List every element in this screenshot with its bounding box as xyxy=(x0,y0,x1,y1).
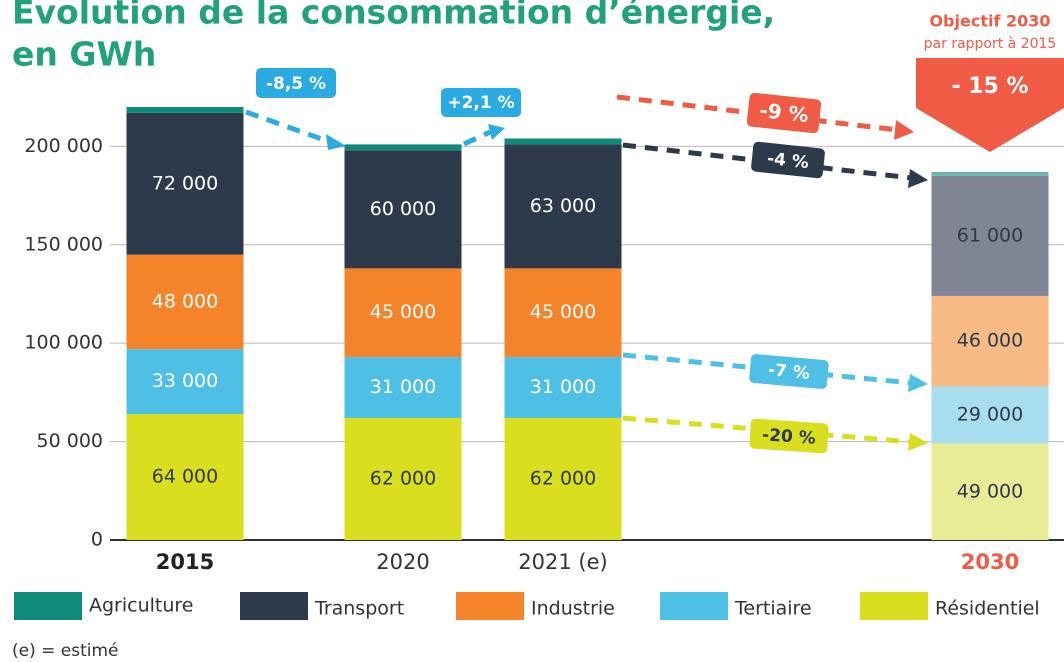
legend-swatch xyxy=(660,592,728,620)
target-value: - 15 % xyxy=(951,74,1028,99)
arrow-head xyxy=(908,433,928,451)
legend: Agriculture Transport Industrie Tertiaire Ré… xyxy=(14,592,1040,620)
bar-segment xyxy=(126,254,244,350)
arrow-head xyxy=(326,134,346,150)
footnote: (e) = estimé xyxy=(12,641,119,661)
legend-label: Résidentiel xyxy=(935,598,1040,620)
bar-segment xyxy=(504,138,622,145)
y-tick-label: 150 000 xyxy=(24,233,103,255)
bar-segment xyxy=(931,171,1049,176)
x-tick-label: 2030 xyxy=(961,550,1019,574)
value-label: 72 000 xyxy=(152,172,218,194)
badge xyxy=(749,354,829,389)
legend-label: Industrie xyxy=(531,598,615,620)
bar-segment xyxy=(504,144,622,269)
legend-swatch xyxy=(240,592,308,620)
legend-label: Transport xyxy=(314,598,404,620)
chart-title: Évolution de la consommation d’énergie, xyxy=(12,0,775,32)
annotation: -8,5 % xyxy=(266,74,326,94)
annotation: -7 % xyxy=(767,360,810,384)
value-label: 62 000 xyxy=(530,467,596,489)
value-label: 63 000 xyxy=(530,195,596,217)
y-tick-label: 200 000 xyxy=(24,135,103,157)
x-tick-label: 2021 (e) xyxy=(518,550,607,574)
bar-segment xyxy=(344,417,462,540)
value-label: 31 000 xyxy=(530,376,596,398)
bar-segment xyxy=(504,268,622,357)
badge xyxy=(441,88,521,117)
arrow xyxy=(245,109,331,145)
bar-segment xyxy=(931,386,1049,444)
y-tick-label: 100 000 xyxy=(24,332,103,354)
arrow xyxy=(622,142,913,181)
arrow xyxy=(622,352,913,386)
legend-swatch xyxy=(456,592,524,620)
legend-swatch xyxy=(860,592,928,620)
bar-segment xyxy=(931,295,1049,387)
legend-swatch xyxy=(14,592,82,620)
annotation: -4 % xyxy=(766,149,810,173)
value-label: 61 000 xyxy=(957,224,1023,246)
bar-segment xyxy=(344,150,462,269)
value-label: 62 000 xyxy=(370,467,436,489)
bar-segment xyxy=(126,112,244,255)
x-tick-label: 2020 xyxy=(376,550,429,574)
y-tick-label: 0 xyxy=(91,529,103,551)
value-label: 45 000 xyxy=(370,301,436,323)
legend-label: Agriculture xyxy=(89,595,194,617)
bar-segment xyxy=(126,107,244,113)
badge xyxy=(751,141,825,179)
legend-label: Tertiaire xyxy=(734,598,812,620)
bar-segment xyxy=(504,356,622,418)
value-label: 49 000 xyxy=(957,480,1023,502)
value-label: 31 000 xyxy=(370,376,436,398)
value-label: 33 000 xyxy=(152,370,218,392)
bar-segment xyxy=(504,417,622,540)
value-label: 29 000 xyxy=(957,404,1023,426)
bar-segment xyxy=(126,349,244,415)
badge xyxy=(746,92,822,134)
value-label: 48 000 xyxy=(152,290,218,312)
chart-title: en GWh xyxy=(12,35,156,74)
x-tick-label: 2015 xyxy=(156,550,214,574)
arrow-head xyxy=(908,169,928,188)
value-label: 60 000 xyxy=(370,198,436,220)
target-title: Objectif 2030 xyxy=(929,12,1050,31)
arrow-head xyxy=(488,124,505,140)
plot: 0 50 000 100 000 150 000 200 000 2015 64 000 33… xyxy=(24,107,1064,574)
arrow-heads xyxy=(326,120,928,451)
bar-segment xyxy=(931,175,1049,296)
annotation: -20 % xyxy=(761,425,816,449)
annotation: +2,1 % xyxy=(447,93,514,113)
bar-segment xyxy=(344,268,462,357)
badge xyxy=(256,68,336,98)
annotation: -9 % xyxy=(758,98,809,127)
value-label: 64 000 xyxy=(152,466,218,488)
target-arrow xyxy=(916,58,1064,152)
bar-segment xyxy=(931,443,1049,540)
value-label: 46 000 xyxy=(957,330,1023,352)
arrow-head xyxy=(894,120,914,140)
bar-segment xyxy=(344,356,462,418)
y-tick-label: 50 000 xyxy=(37,430,103,452)
value-label: 45 000 xyxy=(530,301,596,323)
badge xyxy=(749,418,829,454)
arrow xyxy=(462,129,492,147)
arrow-head xyxy=(908,374,928,392)
bar-segment xyxy=(344,144,462,151)
bar-segment xyxy=(126,414,244,540)
target-subtitle: par rapport à 2015 xyxy=(924,36,1057,52)
